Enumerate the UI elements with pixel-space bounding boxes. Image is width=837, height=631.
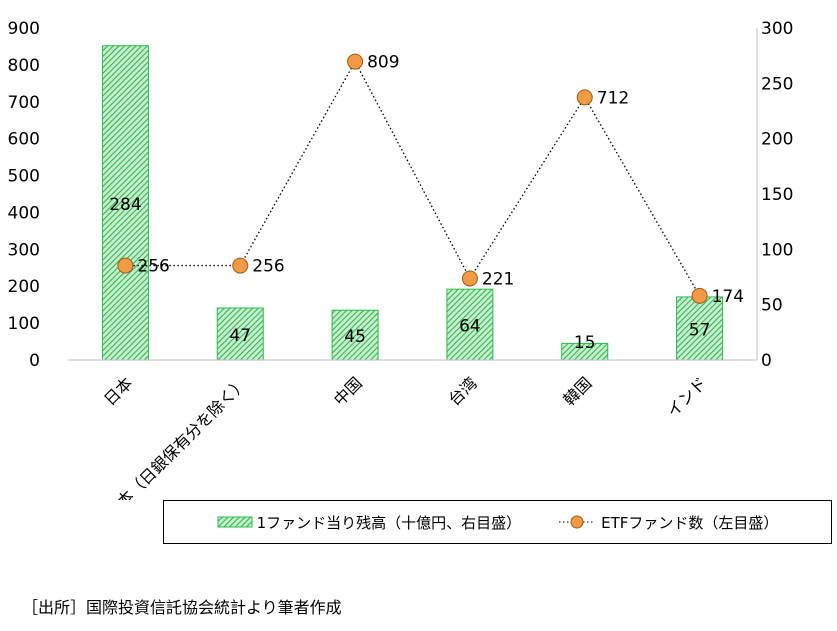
line-data-label: 712 [597, 88, 629, 108]
right-axis-tick-label: 100 [761, 240, 793, 260]
bar-data-label: 64 [459, 317, 481, 337]
bar [101, 45, 149, 361]
right-axis-tick-label: 150 [761, 185, 793, 205]
legend-item-bar: 1ファンド当り残高（十億円、右目盛） [217, 512, 522, 533]
line-data-label: 809 [367, 53, 399, 73]
right-axis-tick-label: 0 [761, 351, 772, 371]
line-marker [347, 53, 364, 70]
bar-data-label: 45 [344, 327, 366, 347]
bar-data-label: 57 [689, 320, 711, 340]
line-marker [117, 257, 134, 274]
left-axis-tick-label: 700 [8, 93, 40, 113]
legend-swatch-hatched [217, 516, 253, 528]
left-axis-tick-label: 300 [8, 240, 40, 260]
source-note: ［出所］国際投資信託協会統計より筆者作成 [22, 598, 342, 617]
line-marker [691, 287, 708, 304]
x-axis-category-label: インド [663, 373, 710, 420]
left-axis-tick-label: 900 [8, 19, 40, 39]
legend: 1ファンド当り残高（十億円、右目盛） ETFファンド数（左目盛） [163, 500, 832, 544]
line-marker [232, 257, 249, 274]
left-axis-tick-label: 0 [29, 351, 40, 371]
legend-item-line: ETFファンド数（左目盛） [557, 512, 778, 533]
x-axis-category-label: 日本 [100, 373, 136, 409]
left-axis-tick-label: 600 [8, 130, 40, 150]
x-axis-category-label: 韓国 [560, 373, 596, 409]
x-axis-category-label: 中国 [330, 373, 366, 409]
right-axis-tick-label: 50 [761, 296, 783, 316]
line-marker [461, 270, 478, 287]
x-axis-category-label: 台湾 [445, 373, 481, 409]
line-data-label: 221 [482, 269, 514, 289]
left-axis-tick-label: 500 [8, 167, 40, 187]
combo-chart: 0 100 200 300 400 500 600 700 800 900 0 50 100 150 200… [8, 19, 794, 523]
bar-data-label: 47 [229, 326, 251, 346]
line-data-label: 256 [137, 257, 169, 277]
line-data-label: 256 [252, 257, 284, 277]
bar-data-label: 15 [574, 333, 596, 353]
left-axis-tick-label: 200 [8, 277, 40, 297]
right-axis-tick-label: 250 [761, 74, 793, 94]
line-data-label: 174 [712, 287, 744, 307]
bar [446, 288, 494, 361]
line-marker [576, 89, 593, 106]
right-axis-tick-label: 300 [761, 19, 793, 39]
legend-label-line: ETFファンド数（左目盛） [601, 513, 779, 532]
legend-label-bar: 1ファンド当り残高（十億円、右目盛） [256, 513, 522, 532]
left-axis-tick-label: 400 [8, 203, 40, 223]
left-axis-tick-label: 100 [8, 314, 40, 334]
bar [331, 309, 379, 361]
legend-swatch-line [559, 515, 596, 529]
right-axis-tick-label: 200 [761, 130, 793, 150]
bar [216, 307, 264, 361]
bar-data-label: 284 [109, 195, 141, 215]
left-axis-tick-label: 800 [8, 56, 40, 76]
